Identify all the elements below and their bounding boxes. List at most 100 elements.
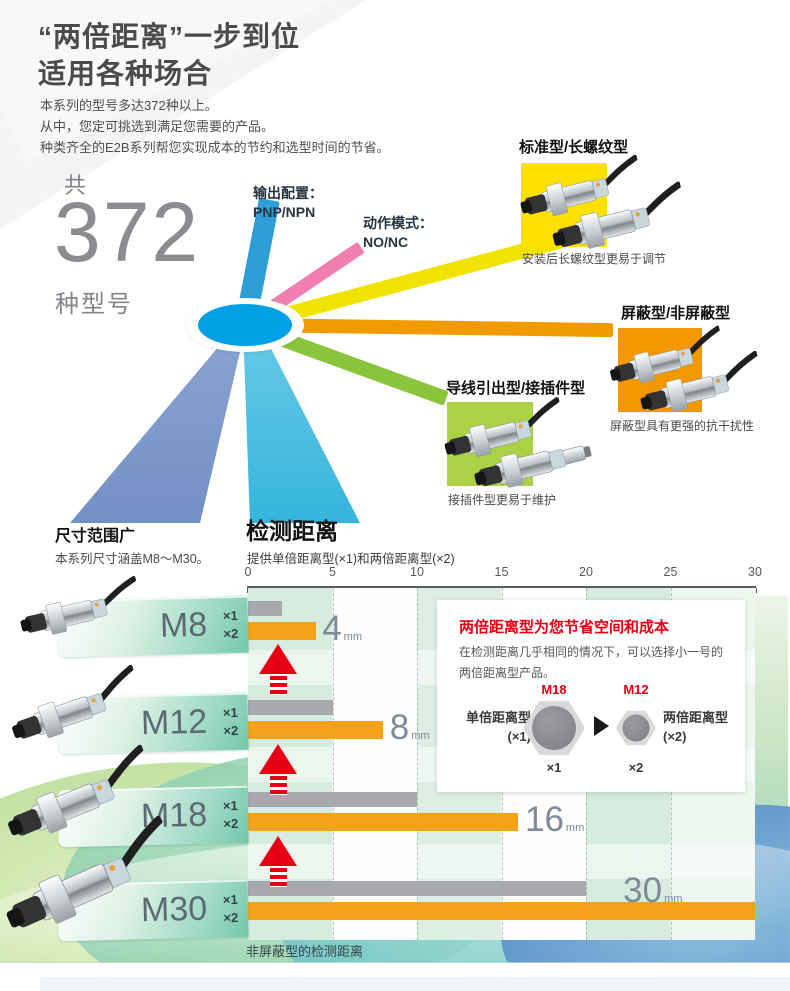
page-title: “两倍距离”一步到位 适用各种场合: [38, 18, 300, 92]
detection-title: 检测距离: [246, 518, 338, 544]
single-distance-label: 单倍距离型 (×1): [449, 708, 531, 746]
burst-hub: [198, 304, 292, 346]
arrow-stem: [269, 868, 287, 887]
gridline: [332, 588, 334, 940]
category-label: M12: [140, 702, 208, 743]
bar-m30-x1: [248, 881, 586, 896]
arrow-head: [259, 836, 297, 866]
double-arrow-icon: [259, 644, 297, 695]
operation-mode-line1: 动作模式：: [363, 215, 433, 231]
output-config-line2: PNP/NPN: [253, 204, 316, 220]
bar-value-number: 30: [623, 871, 663, 910]
hex-small-mult: ×2: [628, 760, 644, 775]
bottom-strip: [40, 977, 790, 991]
info-box-title: 两倍距离型为您节省空间和成本: [459, 619, 670, 636]
detection-subtitle: 提供单倍距离型(×1)和两倍距离型(×2): [247, 552, 455, 566]
size-range-caption: 本系列尺寸涵盖M8～M30。: [55, 552, 210, 566]
feature-connector-title: 导线引出型/接插件型: [446, 380, 586, 397]
mult-x1-label: ×1: [222, 704, 238, 721]
arrow-right-icon: [594, 716, 609, 736]
bar-value-number: 8: [389, 708, 410, 747]
bar-value-unit: mm: [411, 730, 430, 742]
mult-x1-label: ×1: [222, 607, 238, 624]
mult-x2-label: ×2: [223, 909, 239, 926]
double-arrow-icon: [259, 744, 297, 795]
bar-value-m12: 8 mm: [390, 710, 430, 745]
axis-tick-mark: [247, 588, 248, 593]
chart-row-m12: 8 mm: [248, 700, 755, 745]
operation-mode-line2: NO/NC: [363, 234, 409, 250]
arrow-stem: [269, 776, 287, 795]
mult-x2-label: ×2: [223, 625, 239, 642]
chart-axis-labels: 0 5 10 15 20 25 30: [244, 565, 762, 581]
m18-hex-icon: [523, 701, 585, 755]
bar-value-unit: mm: [565, 822, 585, 834]
double-arrow-icon: [259, 836, 297, 887]
output-config-line1: 输出配置：: [253, 185, 323, 201]
bar-value-unit: mm: [664, 893, 683, 905]
feature-standard-title: 标准型/长螺纹型: [519, 139, 629, 156]
feature-standard-caption: 安装后长螺纹型更易于调节: [522, 252, 667, 266]
bar-m18-x1: [248, 792, 417, 807]
mult-x2-label: ×2: [223, 722, 239, 739]
single-distance-line1: 单倍距离型: [465, 710, 531, 725]
axis-tick-label: 20: [579, 565, 593, 579]
info-box-body: 在检测距离几乎相同的情况下，可以选择小一号的两倍距离型产品。: [459, 645, 724, 680]
bar-value-number: 4: [322, 609, 342, 648]
bar-m12-x1: [248, 700, 333, 715]
feature-shielded-caption: 屏蔽型具有更强的抗干扰性: [610, 419, 755, 433]
bar-m30-x2: [248, 902, 755, 920]
mult-x2-label: ×2: [223, 815, 239, 832]
hex-large-caption: M18: [541, 682, 567, 697]
page-title-line1: “两倍距离”一步到位: [38, 21, 301, 52]
intro-line: 种类齐全的E2B系列帮您实现成本的节约和选型时间的节省。: [40, 140, 390, 155]
arrow-head: [259, 644, 297, 674]
bar-value-m30: 30 mm: [623, 873, 682, 908]
savings-info-box: 两倍距离型为您节省空间和成本 在检测距离几乎相同的情况下，可以选择小一号的两倍距…: [437, 600, 745, 792]
chart-footnote: 非屏蔽型的检测距离: [246, 944, 364, 959]
bar-m12-x2: [248, 721, 384, 739]
page-title-line2: 适用各种场合: [38, 58, 213, 89]
axis-tick-mark: [756, 588, 757, 593]
burst-ray-fan-blue: [70, 326, 246, 523]
category-label: M8: [159, 605, 208, 645]
model-count-prefix: 共: [64, 173, 87, 198]
arrow-head: [259, 744, 297, 774]
hex-large-mult: ×1: [546, 760, 562, 775]
intro-text: 本系列的型号多达372种以上。 从中，您定可挑选到满足您需要的产品。 种类齐全的…: [40, 95, 390, 158]
hex-small-caption: M12: [623, 682, 649, 697]
mult-x1-label: ×1: [222, 891, 238, 908]
output-config-label: 输出配置： PNP/NPN: [253, 184, 323, 222]
bar-value-m8: 4 mm: [322, 611, 362, 646]
intro-line: 本系列的型号多达372种以上。: [40, 98, 218, 113]
feature-shielded-title: 屏蔽型/非屏蔽型: [621, 305, 731, 322]
chart-row-m18: 16 mm: [248, 792, 755, 837]
operation-mode-label: 动作模式： NO/NC: [363, 214, 433, 252]
gridline: [417, 588, 418, 940]
bar-m18-x2: [248, 813, 519, 831]
mult-x1-label: ×1: [222, 797, 238, 814]
m12-hex-icon: [616, 710, 656, 746]
model-count: 372: [54, 185, 201, 279]
double-distance-line2: (×2): [663, 729, 687, 744]
chart-row-m30: 30 mm: [248, 873, 755, 925]
axis-tick-label: 5: [329, 565, 336, 579]
m18-core: [532, 706, 576, 750]
double-distance-label: 两倍距离型 (×2): [663, 708, 728, 746]
arrow-stem: [269, 676, 287, 695]
bar-value-number: 16: [524, 800, 564, 839]
m12-core: [622, 714, 650, 742]
axis-tick-label: 0: [244, 565, 252, 579]
axis-tick-label: 30: [748, 565, 762, 579]
axis-tick-label: 10: [410, 565, 424, 579]
axis-tick-label: 15: [494, 565, 509, 579]
bottom-hairline: [0, 962, 790, 963]
bar-value-m18: 16 mm: [525, 802, 584, 837]
feature-connector-caption: 接插件型更易于维护: [448, 493, 557, 507]
size-range-title: 尺寸范围广: [55, 528, 136, 545]
double-distance-line1: 两倍距离型: [663, 710, 729, 725]
single-distance-line2: (×1): [507, 729, 531, 744]
bar-m8-x1: [248, 601, 282, 616]
chart-row-m8: 4 mm: [248, 601, 755, 646]
